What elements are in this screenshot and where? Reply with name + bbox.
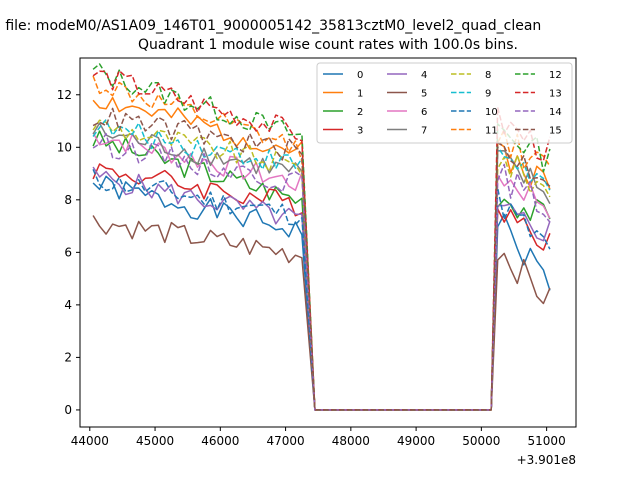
legend-label-11: 11 [485, 126, 498, 137]
chart-title: Quadrant 1 module wise count rates with … [138, 37, 518, 53]
series-line-8 [92, 119, 551, 411]
legend-label-4: 4 [421, 70, 427, 81]
y-tick-label: 8 [64, 193, 72, 207]
y-tick-label: 12 [57, 88, 72, 102]
legend-label-13: 13 [549, 89, 562, 100]
series-layer [92, 63, 551, 411]
legend-label-9: 9 [485, 89, 491, 100]
x-axis: 44000 45000 46000 47000 48000 49000 50000 51000 [71, 427, 566, 448]
x-tick-label: 51000 [528, 434, 566, 448]
y-tick-label: 6 [64, 245, 72, 259]
series-line-5 [92, 215, 551, 411]
series-line-4 [92, 166, 551, 411]
y-tick-label: 2 [64, 350, 72, 364]
legend-label-1: 1 [357, 89, 363, 100]
figure-suptitle: n file: modeM0/AS1A09_146T01_9000005142_… [0, 18, 541, 34]
plot-frame [79, 57, 577, 428]
legend-label-5: 5 [421, 89, 427, 100]
series-line-9 [92, 118, 551, 411]
x-tick-label: 50000 [462, 434, 500, 448]
x-tick-label: 44000 [71, 434, 109, 448]
y-tick-label: 4 [64, 298, 72, 312]
legend-label-6: 6 [421, 107, 427, 118]
series-line-10 [92, 169, 551, 411]
x-tick-label: 46000 [201, 434, 239, 448]
series-line-7 [92, 122, 551, 411]
series-line-14 [92, 132, 551, 411]
y-tick-label: 10 [57, 140, 72, 154]
series-line-0 [92, 175, 551, 411]
y-axis: 0 2 4 6 8 10 12 [57, 88, 80, 417]
series-line-6 [92, 132, 551, 411]
legend-label-14: 14 [549, 107, 562, 118]
legend-label-10: 10 [485, 107, 498, 118]
legend-label-3: 3 [357, 126, 363, 137]
x-tick-label: 49000 [397, 434, 435, 448]
legend-label-0: 0 [357, 70, 363, 81]
series-line-15 [92, 107, 551, 411]
legend-label-12: 12 [549, 70, 562, 81]
x-tick-label: 48000 [332, 434, 370, 448]
x-tick-label: 45000 [136, 434, 174, 448]
legend-label-7: 7 [421, 126, 427, 137]
legend-label-15: 15 [549, 126, 562, 137]
x-offset-label: +3.901e8 [517, 453, 576, 467]
y-tick-label: 0 [64, 403, 72, 417]
legend-label-8: 8 [485, 70, 491, 81]
plot-area [79, 57, 577, 428]
legend-label-2: 2 [357, 107, 363, 118]
legend-frame [316, 62, 573, 144]
x-tick-label: 47000 [266, 434, 304, 448]
